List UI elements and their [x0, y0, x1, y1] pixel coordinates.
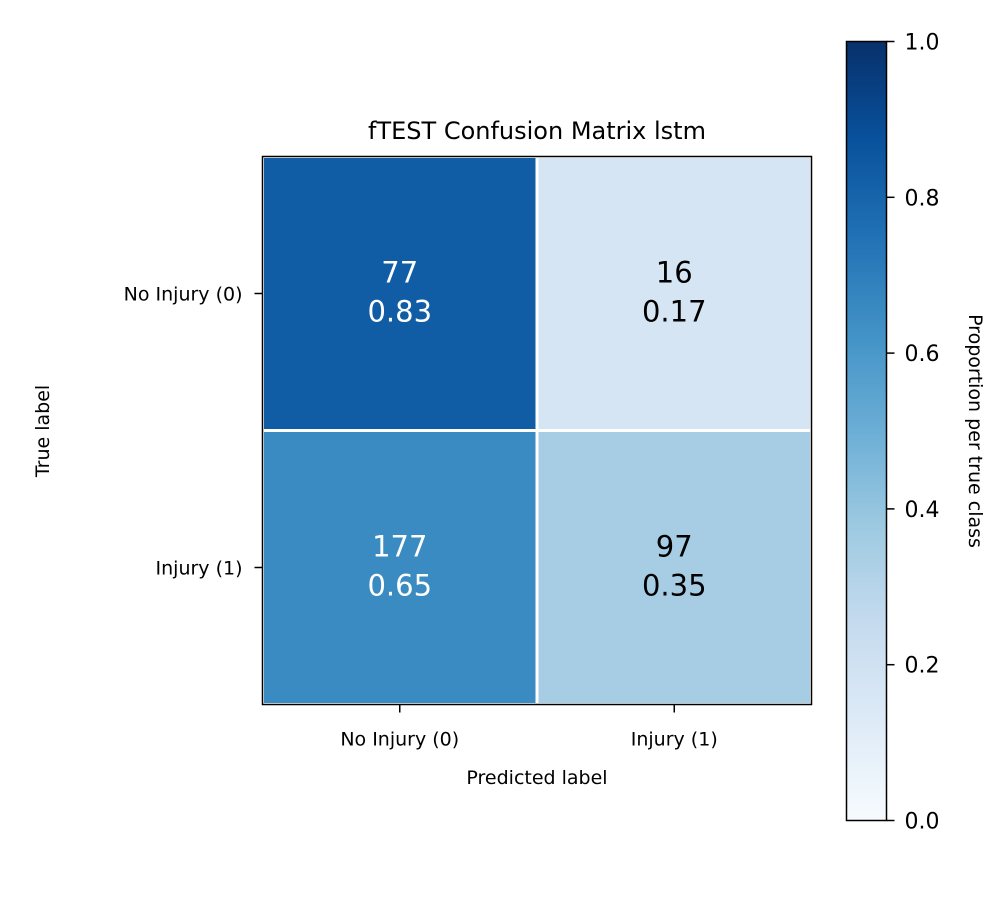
colorbar-tick-label: 0.2	[905, 654, 940, 679]
chart-title: fTEST Confusion Matrix lstm	[368, 117, 706, 145]
cell-proportion-label: 0.35	[642, 569, 707, 603]
heatmap-cells: 77 0.83 16 0.17 177 0.65 97 0.35	[261, 155, 813, 706]
x-tick-label: Injury (1)	[631, 729, 718, 751]
cell-count-label: 177	[372, 530, 427, 564]
heatmap-cell	[261, 429, 539, 706]
colorbar-tick-label: 0.8	[905, 186, 940, 211]
cell-proportion-label: 0.65	[367, 569, 432, 603]
y-tick-label: No Injury (0)	[124, 284, 243, 306]
y-axis-label: True label	[32, 385, 54, 478]
heatmap-cell	[535, 429, 813, 706]
colorbar-tick-label: 0.6	[905, 342, 940, 367]
cell-count-label: 16	[656, 256, 693, 290]
heatmap-cell	[535, 155, 813, 432]
x-axis-label: Predicted label	[466, 767, 607, 789]
cell-proportion-label: 0.17	[642, 295, 707, 329]
colorbar-tick-label: 1.0	[905, 31, 940, 56]
cell-proportion-label: 0.83	[367, 295, 432, 329]
y-tick-label: Injury (1)	[156, 558, 243, 580]
colorbar-tick-label: 0.0	[905, 810, 940, 835]
colorbar: 0.0 0.2 0.4 0.6 0.8 1.0 Proportion per true c…	[845, 31, 986, 835]
heatmap-cell	[261, 155, 539, 432]
y-axis-ticks: No Injury (0) Injury (1)	[124, 284, 263, 580]
cell-count-label: 77	[381, 256, 418, 290]
colorbar-ticks: 0.0 0.2 0.4 0.6 0.8 1.0	[886, 31, 940, 835]
plot-frame	[261, 155, 813, 706]
x-axis-ticks: No Injury (0) Injury (1)	[340, 704, 718, 751]
x-tick-label: No Injury (0)	[340, 729, 459, 751]
cell-count-label: 97	[656, 530, 693, 564]
colorbar-gradient	[845, 40, 888, 822]
colorbar-label: Proportion per true class	[964, 314, 986, 548]
colorbar-tick-label: 0.4	[905, 498, 940, 523]
